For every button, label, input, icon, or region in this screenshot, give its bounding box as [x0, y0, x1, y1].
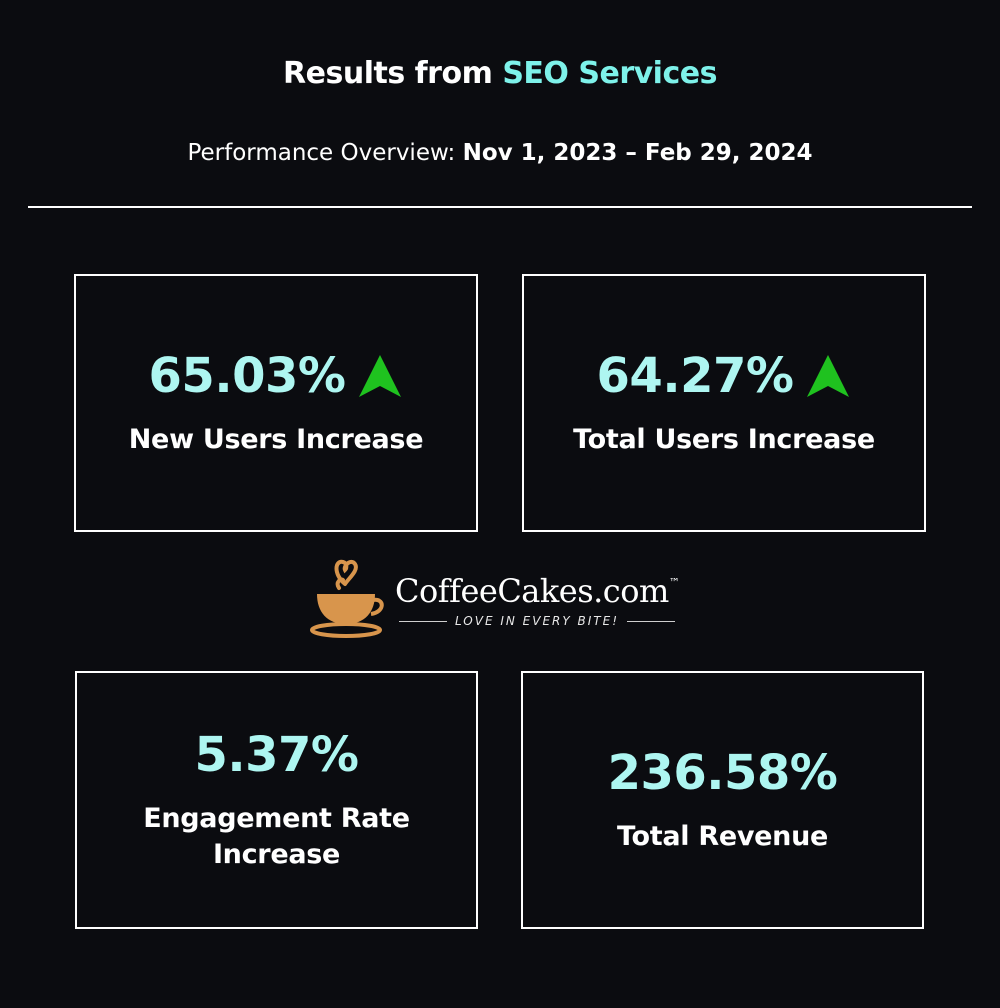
metric-value-row: 64.27% — [597, 348, 852, 404]
metric-card: 236.58% Total Revenue — [521, 671, 924, 929]
metric-card: 64.27% Total Users Increase — [522, 274, 926, 532]
brand-text: CoffeeCakes.com — [395, 572, 669, 610]
metric-label: Total Revenue — [616, 821, 829, 852]
up-arrow — [359, 355, 402, 397]
metric-value: 236.58% — [607, 745, 838, 801]
divider — [28, 206, 972, 208]
tagline-rule — [399, 620, 447, 622]
metric-card: 5.37% Engagement Rate Increase — [75, 671, 478, 929]
title-prefix: Results from — [283, 56, 493, 91]
metric-value: 64.27% — [596, 348, 794, 404]
tagline-rule — [627, 620, 676, 622]
metric-value-row: 65.03% — [149, 348, 404, 404]
logo: CoffeeCakes.com™ LOVE IN EVERY BITE! — [305, 550, 705, 640]
tagline-text: LOVE IN EVERY BITE! — [454, 614, 620, 628]
title-highlight: SEO Services — [502, 56, 717, 91]
metric-label: Engagement Rate Increase — [143, 803, 410, 870]
subtitle: Performance Overview: Nov 1, 2023 – Feb … — [0, 140, 1000, 166]
metric-label: Total Users Increase — [573, 424, 875, 455]
tagline: LOVE IN EVERY BITE! — [399, 614, 676, 628]
trademark: ™ — [668, 576, 680, 589]
brand-name: CoffeeCakes.com™ — [395, 572, 680, 610]
title: Results from SEO Services — [0, 56, 1000, 91]
metric-card: 65.03% New Users Increase — [74, 274, 478, 532]
cup-icon — [310, 559, 384, 638]
metric-label: New Users Increase — [128, 424, 424, 455]
subtitle-label: Performance Overview: — [187, 140, 456, 166]
metric-value: 65.03% — [148, 348, 346, 404]
metric-value: 5.37% — [194, 727, 359, 783]
date-range: Nov 1, 2023 – Feb 29, 2024 — [462, 140, 813, 166]
up-arrow — [807, 355, 850, 397]
